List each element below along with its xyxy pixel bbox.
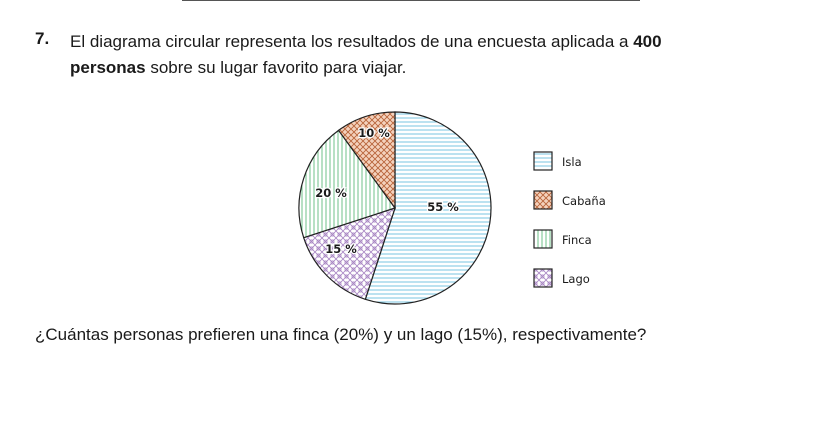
slice-label-finca: 20 % [315,186,347,200]
statement-bold-count: 400 [633,32,662,51]
slice-label-isla: 55 % [427,200,459,214]
slice-label-cabana: 10 % [358,126,390,140]
statement-text-start: El diagrama circular representa los resu… [70,32,634,51]
question-statement: El diagrama circular representa los resu… [70,29,790,81]
statement-text-end: sobre su lugar favorito para viajar. [145,58,407,77]
legend-swatch-finca [533,229,553,249]
legend-swatch-isla [533,151,553,171]
question-prompt: ¿Cuántas personas prefieren una finca (2… [35,325,647,344]
slice-label-lago: 15 % [325,242,357,256]
pie-labels: 55 % 15 % 20 % 10 % [314,125,461,258]
legend-label-finca: Finca [562,233,592,247]
chart-legend: Isla Cabaña Finca Lago [533,151,606,288]
pie-slice-cabana [337,111,396,210]
statement-bold-people: personas [70,58,146,77]
pie-slice-isla [364,111,492,305]
pie-slice-finca [298,129,396,239]
legend-swatch-cabana [533,190,553,210]
top-divider [182,0,640,1]
legend-label-lago: Lago [562,272,590,286]
pie-slices [298,111,492,305]
legend-label-cabana: Cabaña [562,194,606,208]
question-number: 7. [35,29,50,48]
legend-label-isla: Isla [562,155,582,169]
legend-swatch-lago [533,268,553,288]
